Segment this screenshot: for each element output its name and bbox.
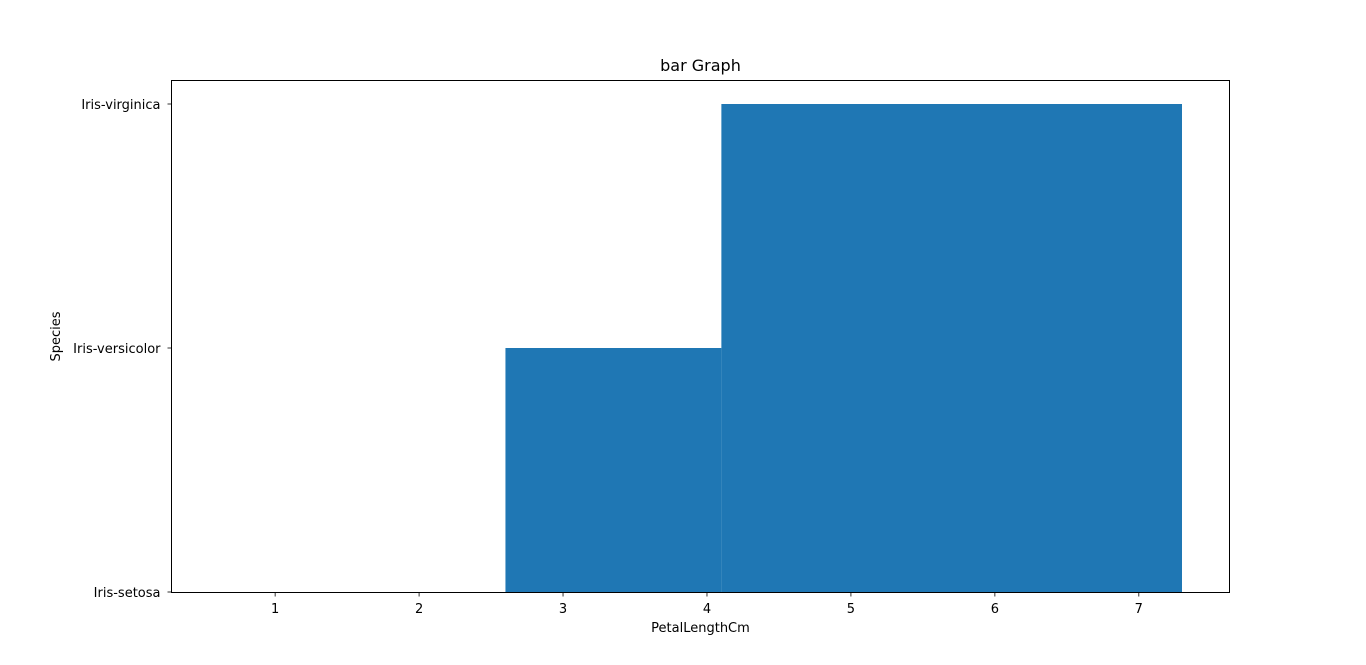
bars — [505, 104, 1182, 592]
y-tick-label: Iris-versicolor — [73, 342, 161, 357]
x-tick-label: 4 — [703, 602, 711, 617]
y-axis-label: Species — [49, 311, 64, 361]
x-tick-label: 3 — [559, 602, 567, 617]
x-tick-label: 6 — [991, 602, 999, 617]
x-tick-label: 2 — [415, 602, 423, 617]
bar-1 — [505, 348, 722, 592]
x-tick-label: 1 — [271, 602, 279, 617]
plot-frame — [171, 80, 1230, 593]
x-axis-label: PetalLengthCm — [651, 621, 750, 636]
x-tick-label: 7 — [1135, 602, 1143, 617]
x-tick-label: 5 — [847, 602, 855, 617]
y-tick-label: Iris-virginica — [81, 98, 160, 113]
y-tick-label: Iris-setosa — [94, 586, 161, 601]
chart-title: bar Graph — [660, 56, 741, 75]
bar-2 — [721, 104, 1182, 592]
y-axis-ticks: Iris-setosa Iris-versicolor Iris-virginica — [73, 98, 172, 601]
x-axis-ticks: 1 2 3 4 5 6 7 — [271, 592, 1143, 617]
